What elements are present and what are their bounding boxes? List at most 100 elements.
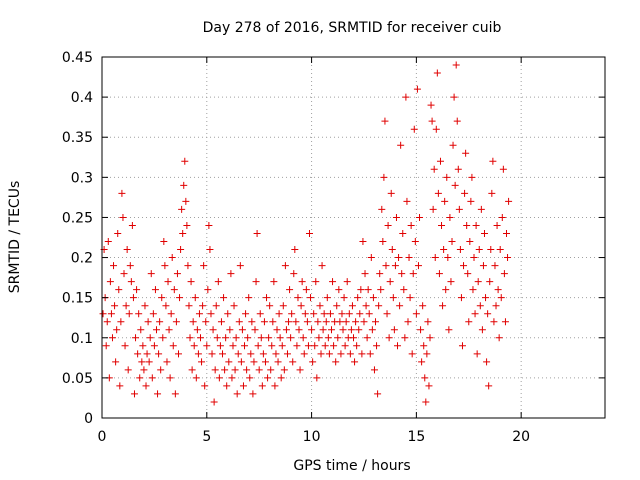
data-point: [211, 366, 219, 374]
data-point: [178, 205, 186, 213]
data-point: [283, 350, 291, 358]
data-point: [487, 246, 495, 254]
data-point: [496, 246, 504, 254]
data-point: [340, 294, 348, 302]
data-point: [258, 382, 266, 390]
data-point: [440, 246, 448, 254]
data-point: [315, 334, 323, 342]
data-point: [433, 69, 441, 77]
data-point: [382, 262, 390, 270]
data-point: [148, 374, 156, 382]
data-point: [480, 229, 488, 237]
data-point: [172, 318, 180, 326]
y-tick-label: 0.25: [62, 210, 93, 226]
data-point: [471, 310, 479, 318]
data-point: [173, 270, 181, 278]
data-point: [182, 197, 190, 205]
x-tick-label: 10: [303, 429, 321, 445]
data-point: [181, 157, 189, 165]
data-point: [294, 294, 302, 302]
data-point: [364, 286, 372, 294]
data-point: [164, 278, 172, 286]
data-point: [461, 189, 469, 197]
data-point: [264, 374, 272, 382]
data-point: [304, 342, 312, 350]
data-point: [132, 334, 140, 342]
data-point: [479, 262, 487, 270]
data-point: [147, 270, 155, 278]
data-point: [418, 358, 426, 366]
data-point: [464, 270, 472, 278]
data-point: [367, 254, 375, 262]
data-point: [282, 326, 290, 334]
data-point: [121, 342, 129, 350]
data-point: [504, 254, 512, 262]
data-point: [201, 382, 209, 390]
data-point: [345, 310, 353, 318]
data-point: [195, 310, 203, 318]
data-point: [162, 302, 170, 310]
data-point: [474, 278, 482, 286]
data-point: [500, 270, 508, 278]
data-point: [197, 334, 205, 342]
data-point: [260, 318, 268, 326]
data-point: [244, 334, 252, 342]
data-point: [332, 358, 340, 366]
y-tick-label: 0.1: [71, 331, 93, 347]
data-point: [134, 350, 142, 358]
data-point: [127, 278, 135, 286]
data-point: [229, 342, 237, 350]
data-point: [374, 390, 382, 398]
data-point: [114, 229, 122, 237]
chart-title: Day 278 of 2016, SRMTID for receiver cui…: [203, 20, 502, 36]
data-point: [249, 390, 257, 398]
data-point: [325, 350, 333, 358]
data-point: [275, 310, 283, 318]
data-point: [420, 342, 428, 350]
data-point: [351, 358, 359, 366]
data-points: [99, 61, 513, 406]
data-point: [152, 326, 160, 334]
grid-lines: [102, 57, 605, 418]
data-point: [302, 286, 310, 294]
data-point: [301, 310, 309, 318]
data-point: [205, 221, 213, 229]
data-point: [307, 294, 315, 302]
data-point: [391, 262, 399, 270]
data-point: [253, 229, 261, 237]
data-point: [377, 286, 385, 294]
data-point: [241, 342, 249, 350]
y-tick-label: 0.05: [62, 371, 93, 387]
data-point: [192, 374, 200, 382]
data-point: [330, 342, 338, 350]
data-point: [140, 366, 148, 374]
data-point: [143, 350, 151, 358]
data-point: [225, 358, 233, 366]
data-point: [416, 213, 424, 221]
data-point: [251, 326, 259, 334]
data-point: [489, 157, 497, 165]
data-point: [379, 238, 387, 246]
data-point: [174, 350, 182, 358]
data-point: [157, 366, 165, 374]
data-point: [219, 350, 227, 358]
data-point: [216, 342, 224, 350]
data-point: [129, 294, 137, 302]
data-point: [485, 382, 493, 390]
data-point: [203, 342, 211, 350]
data-point: [342, 318, 350, 326]
data-point: [248, 318, 256, 326]
data-point: [145, 358, 153, 366]
data-point: [311, 342, 319, 350]
data-point: [453, 117, 461, 125]
data-point: [171, 390, 179, 398]
data-point: [179, 229, 187, 237]
data-point: [389, 294, 397, 302]
data-point: [222, 334, 230, 342]
data-point: [473, 350, 481, 358]
data-point: [104, 238, 112, 246]
data-point: [380, 173, 388, 181]
data-point: [165, 326, 173, 334]
data-point: [188, 366, 196, 374]
